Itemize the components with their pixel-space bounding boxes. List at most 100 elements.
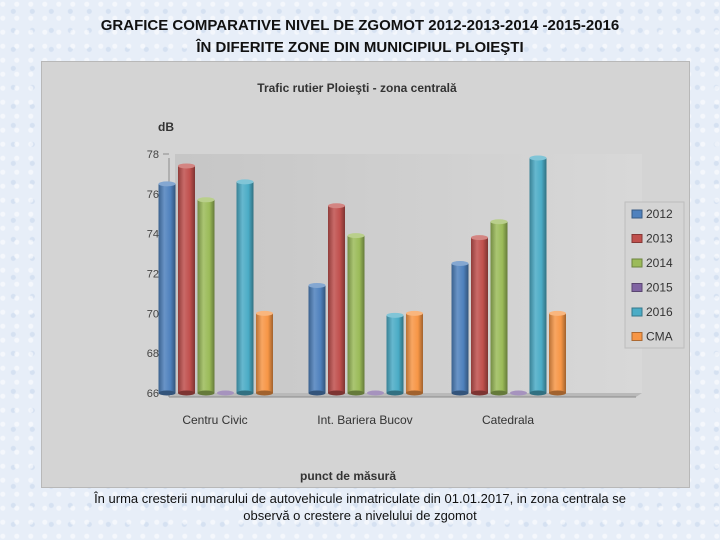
bar-base bbox=[256, 390, 273, 396]
legend: 2012 2013 2014 2015 2016 CMA bbox=[631, 207, 673, 344]
chart-back-wall bbox=[175, 154, 642, 393]
bar-base bbox=[406, 390, 423, 396]
bar-body bbox=[158, 183, 176, 393]
bar-base bbox=[197, 390, 215, 396]
bar-top bbox=[328, 203, 345, 209]
y-tick-label: 78 bbox=[147, 149, 159, 161]
bar bbox=[510, 390, 527, 396]
bar-top bbox=[256, 310, 273, 316]
bar-body bbox=[549, 313, 566, 393]
bar-top bbox=[158, 181, 176, 187]
legend-swatch bbox=[631, 234, 643, 243]
legend-item: 2015 bbox=[631, 281, 673, 295]
legend-label: 2014 bbox=[646, 256, 673, 270]
bar bbox=[471, 235, 488, 396]
x-tick-label: Int. Bariera Bucov bbox=[317, 413, 412, 427]
bar-top bbox=[217, 390, 234, 396]
legend-swatch bbox=[631, 209, 643, 219]
bar-top bbox=[406, 310, 423, 316]
y-tick-label: 70 bbox=[147, 308, 159, 320]
bar-body bbox=[529, 157, 547, 393]
legend-label: 2013 bbox=[646, 232, 673, 246]
legend-label: CMA bbox=[646, 330, 673, 344]
bar-body bbox=[471, 237, 488, 393]
legend-label: 2015 bbox=[646, 281, 673, 295]
bar-top bbox=[529, 155, 547, 161]
legend-swatch bbox=[631, 283, 643, 292]
y-tick-label: 74 bbox=[147, 229, 159, 241]
bar-base bbox=[158, 390, 176, 396]
bar-top bbox=[347, 233, 365, 239]
y-tick-label: 76 bbox=[147, 189, 159, 201]
bar bbox=[236, 179, 254, 396]
bar-top bbox=[451, 261, 469, 267]
x-tick-label: Centru Civic bbox=[182, 413, 247, 427]
bar bbox=[451, 261, 469, 396]
caption-text: În urma cresterii numarului de autovehic… bbox=[94, 491, 626, 523]
bar-top bbox=[236, 179, 254, 185]
bar-body bbox=[197, 199, 215, 393]
chart-frame: Trafic rutier Ploieşti - zona centrală d… bbox=[41, 61, 690, 488]
bar-base bbox=[347, 390, 365, 396]
bar-base bbox=[549, 390, 566, 396]
bar-base bbox=[471, 390, 488, 396]
bar bbox=[367, 390, 384, 396]
bar bbox=[308, 282, 326, 396]
bar-top bbox=[471, 235, 488, 241]
y-tick-label: 68 bbox=[147, 348, 159, 360]
bar-base bbox=[328, 390, 345, 396]
bar-base bbox=[451, 390, 469, 396]
bar-base bbox=[308, 390, 326, 396]
legend-item: 2013 bbox=[631, 232, 673, 246]
bar bbox=[217, 390, 234, 396]
legend-box bbox=[624, 201, 685, 349]
bar-base bbox=[236, 390, 254, 396]
bar-base bbox=[178, 390, 195, 396]
bar bbox=[328, 203, 345, 396]
bar-body bbox=[328, 205, 345, 393]
bar-body bbox=[347, 235, 365, 393]
bar-body bbox=[490, 221, 508, 393]
x-tick-label: Catedrala bbox=[482, 413, 534, 427]
legend-item: 2016 bbox=[631, 305, 673, 319]
slide-title-line-2: ÎN DIFERITE ZONE DIN MUNICIPIUL PLOIEŞTI bbox=[196, 39, 524, 56]
bar-top bbox=[367, 390, 384, 396]
bar-top bbox=[308, 282, 326, 288]
bar-body bbox=[451, 263, 469, 393]
bar bbox=[197, 197, 215, 396]
bar-top bbox=[490, 219, 508, 225]
bar bbox=[529, 155, 547, 396]
legend-item: 2012 bbox=[631, 207, 673, 221]
legend-item: CMA bbox=[631, 330, 673, 344]
bar-body bbox=[308, 285, 326, 393]
y-tick-label: 66 bbox=[147, 388, 159, 400]
legend-swatch bbox=[631, 307, 643, 317]
bar bbox=[347, 233, 365, 396]
bar-body bbox=[236, 181, 254, 393]
x-axis-label: punct de măsură bbox=[300, 469, 396, 483]
bar bbox=[256, 310, 273, 396]
bar bbox=[178, 163, 195, 396]
legend-label: 2012 bbox=[646, 207, 673, 221]
bars bbox=[158, 155, 566, 396]
chart-canvas: Trafic rutier Ploieşti - zona centrală d… bbox=[147, 81, 685, 483]
bar-body bbox=[178, 165, 195, 393]
bar-body bbox=[386, 315, 404, 393]
chart-title: Trafic rutier Ploieşti - zona centrală bbox=[257, 81, 457, 95]
bar-base bbox=[529, 390, 547, 396]
x-tick-labels: Centru Civic Int. Bariera Bucov Catedrala bbox=[182, 413, 534, 427]
bar bbox=[158, 181, 176, 396]
bar-top bbox=[178, 163, 195, 169]
bar-top bbox=[386, 312, 404, 318]
slide-title-line-1: GRAFICE COMPARATIVE NIVEL DE ZGOMOT 2012… bbox=[100, 17, 620, 34]
bar-top bbox=[510, 390, 527, 396]
legend-swatch bbox=[631, 332, 643, 341]
bar-top bbox=[197, 197, 215, 203]
bar-top bbox=[549, 310, 566, 316]
bar bbox=[490, 219, 508, 396]
bar-body bbox=[406, 313, 423, 393]
bar-base bbox=[386, 390, 404, 396]
y-tick-label: 72 bbox=[147, 269, 159, 281]
y-axis-label: dB bbox=[158, 120, 174, 134]
bar-base bbox=[490, 390, 508, 396]
